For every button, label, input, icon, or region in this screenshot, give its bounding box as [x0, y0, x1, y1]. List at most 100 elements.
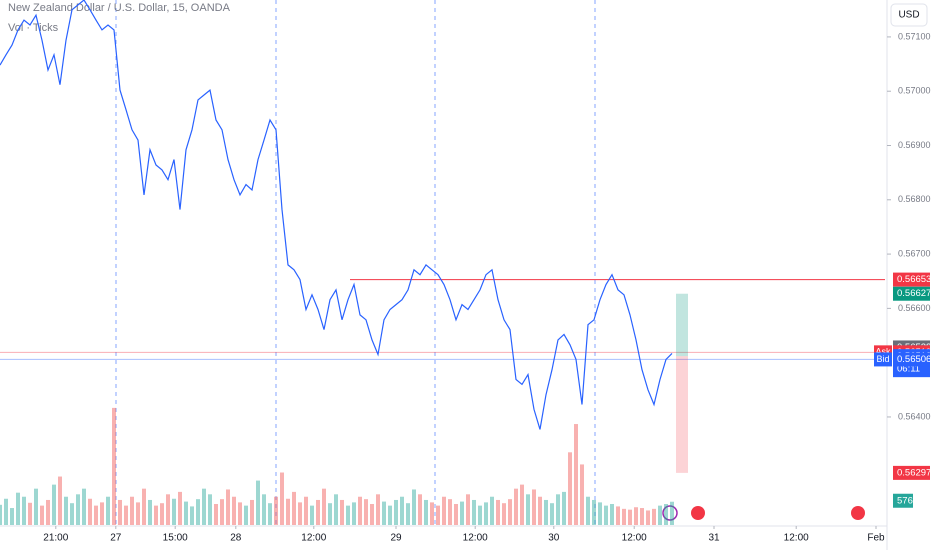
volume-bar [124, 505, 128, 525]
volume-bar [538, 496, 542, 525]
volume-bar [70, 503, 74, 525]
volume-bar [568, 452, 572, 525]
volume-bar [202, 488, 206, 525]
volume-bar [580, 464, 584, 525]
volume-bar [196, 499, 200, 525]
x-tick-label: 15:00 [163, 533, 188, 544]
price-tag-label: 0.56627 [897, 288, 931, 299]
volume-bar [88, 498, 92, 525]
volume-bar [280, 472, 284, 525]
volume-bar [82, 488, 86, 525]
volume-bar [322, 488, 326, 525]
volume-title: Vol · Ticks [8, 22, 59, 34]
volume-bar [268, 503, 272, 525]
volume-bar [382, 501, 386, 525]
volume-bar [604, 505, 608, 525]
currency-button[interactable] [890, 3, 928, 27]
volume-bar [352, 502, 356, 525]
volume-bar [628, 509, 632, 525]
volume-bar [370, 504, 374, 525]
volume-tag [893, 493, 913, 508]
volume-bar [460, 501, 464, 525]
volume-bar [298, 502, 302, 525]
volume-bar [646, 510, 650, 525]
x-tick-label: 30 [548, 533, 560, 544]
volume-bar [262, 494, 266, 525]
price-tag [893, 272, 930, 287]
volume-bar [0, 504, 2, 525]
volume-bar [226, 489, 230, 525]
volume-bar [490, 496, 494, 525]
volume-bar [22, 496, 26, 525]
price-tag-label: 0.56297 [897, 467, 931, 478]
volume-bar [364, 499, 368, 525]
volume-bar [148, 499, 152, 525]
volume-bar [46, 499, 50, 525]
volume-bar [466, 494, 470, 525]
volume-bar [406, 503, 410, 525]
volume-bar [304, 496, 308, 525]
countdown: 06:11 [897, 364, 920, 375]
volume-bar [40, 505, 44, 525]
volume-bar [214, 504, 218, 525]
price-tag-label: 0.56653 [897, 274, 931, 285]
volume-bar [166, 494, 170, 525]
volume-bar [442, 496, 446, 525]
volume-bar [574, 424, 578, 525]
volume-bar [172, 498, 176, 525]
volume-bar [154, 505, 158, 525]
volume-bar [28, 502, 32, 525]
volume-bar [400, 496, 404, 525]
volume-bar [562, 491, 566, 525]
volume-bar [238, 502, 242, 525]
bottom-icons [662, 505, 865, 521]
x-tick-label: 12:00 [301, 533, 326, 544]
volume-bar [532, 489, 536, 525]
volume-bar [358, 496, 362, 525]
volume-bar [130, 496, 134, 525]
y-tick-label: 0.56600 [898, 303, 931, 313]
price-tag [893, 286, 930, 301]
y-tick-label: 0.56800 [898, 194, 931, 204]
volume-bar [52, 484, 56, 525]
volume-bar [136, 502, 140, 525]
volume-bar [448, 499, 452, 525]
volume-bar [142, 488, 146, 525]
volume-bar [664, 504, 668, 525]
y-tick-label: 0.57100 [898, 31, 931, 41]
x-tick-label: 31 [708, 533, 720, 544]
y-tick-label: 0.56900 [898, 140, 931, 150]
volume-bar [100, 502, 104, 525]
volume-bar [514, 488, 518, 525]
y-tick-label: 0.56400 [898, 411, 931, 421]
volume-bar [58, 476, 62, 525]
volume-bar [208, 494, 212, 525]
volume-bar [508, 499, 512, 525]
volume-bar [334, 494, 338, 525]
volume-bar [118, 499, 122, 525]
volume-bar [178, 491, 182, 525]
volume-tag-label: 576 [897, 495, 913, 506]
volume-bar [622, 508, 626, 525]
volume-bar [184, 501, 188, 525]
price-tag [893, 352, 930, 367]
volume-bar [244, 505, 248, 525]
x-tick-label: 21:00 [43, 533, 68, 544]
volume-bar [328, 503, 332, 525]
volume-bar [286, 498, 290, 525]
volume-bar [478, 505, 482, 525]
currency[interactable]: USD [898, 10, 919, 21]
volume-bar [424, 499, 428, 525]
x-tick-label: 12:00 [463, 533, 488, 544]
tag-label: Ask [875, 347, 891, 357]
volume-bar [616, 506, 620, 525]
volume-bar [658, 505, 662, 525]
chart-title: New Zealand Dollar / U.S. Dollar, 15, OA… [8, 2, 231, 14]
volume-bar [430, 502, 434, 525]
volume-bar [34, 488, 38, 525]
x-tick-label: 28 [230, 533, 242, 544]
volume-bar [472, 499, 476, 525]
volume-bar [346, 505, 350, 525]
x-tick-label: 27 [110, 533, 122, 544]
